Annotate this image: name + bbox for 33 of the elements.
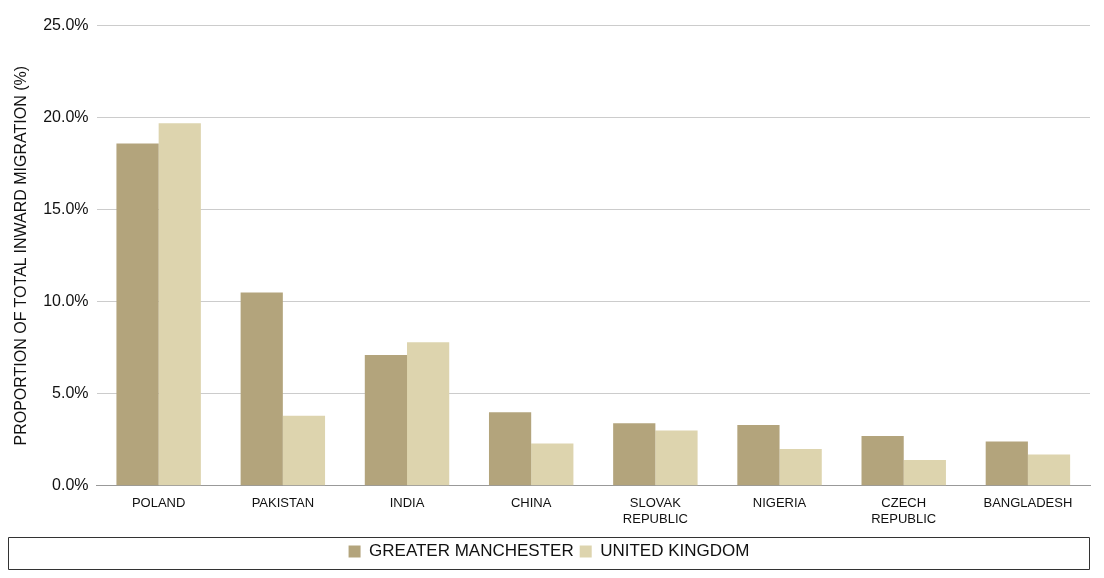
x-tick-label: POLAND bbox=[131, 495, 186, 511]
bar bbox=[282, 415, 326, 486]
x-tick-label: PAKISTAN bbox=[251, 495, 315, 511]
bar bbox=[488, 412, 532, 486]
bar bbox=[240, 292, 283, 486]
x-tick-label: BANGLADESH bbox=[983, 495, 1073, 511]
y-tick-label: 5.0% bbox=[52, 384, 89, 402]
x-tick-label: CHINA bbox=[510, 495, 552, 511]
bar bbox=[613, 423, 656, 486]
y-tick-label: 10.0% bbox=[43, 292, 89, 310]
bar bbox=[158, 123, 201, 486]
y-axis-title: PROPORTION OF TOTAL INWARD MIGRATION (%) bbox=[12, 65, 30, 446]
bar bbox=[364, 355, 408, 486]
bar bbox=[861, 436, 904, 486]
legend-label: GREATER MANCHESTER bbox=[369, 541, 574, 561]
bar bbox=[903, 460, 946, 486]
bar bbox=[737, 425, 780, 486]
x-tick-label: CZECH REPUBLIC bbox=[871, 495, 937, 526]
x-tick-label: SLOVAK REPUBLIC bbox=[622, 495, 688, 526]
y-tick-label: 15.0% bbox=[43, 200, 89, 218]
bar bbox=[655, 430, 698, 486]
bar bbox=[779, 448, 822, 486]
x-tick-label: INDIA bbox=[389, 495, 425, 511]
y-tick-label: 0.0% bbox=[52, 476, 89, 494]
bar bbox=[116, 143, 159, 486]
bar bbox=[407, 342, 450, 486]
y-tick-label: 20.0% bbox=[43, 108, 89, 126]
bar bbox=[531, 443, 574, 486]
y-tick-label: 25.0% bbox=[43, 16, 89, 34]
legend-label: UNITED KINGDOM bbox=[600, 541, 750, 561]
x-tick-label: NIGERIA bbox=[752, 495, 807, 511]
bar bbox=[985, 441, 1028, 486]
bar bbox=[1027, 454, 1071, 486]
